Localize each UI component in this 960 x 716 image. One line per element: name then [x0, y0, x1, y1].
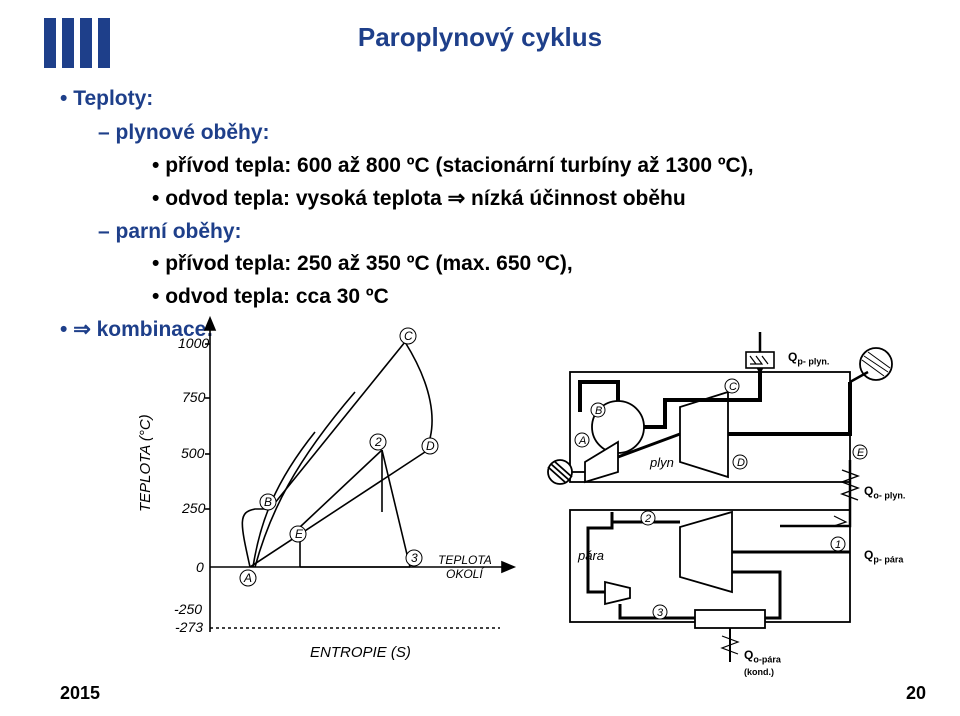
- schematic: A B C D E plyn: [548, 332, 892, 662]
- svg-text:C: C: [404, 329, 413, 343]
- svg-text:500: 500: [181, 445, 205, 461]
- svg-text:TEPLOTA (°C): TEPLOTA (°C): [137, 414, 154, 512]
- svg-text:TEPLOTA: TEPLOTA: [438, 553, 492, 567]
- bullet-parni: parní oběhy:: [98, 217, 900, 247]
- svg-text:3: 3: [411, 551, 418, 565]
- svg-text:B: B: [264, 495, 272, 509]
- svg-text:-250: -250: [174, 601, 202, 617]
- svg-text:OKOLÍ: OKOLÍ: [446, 566, 484, 581]
- label-plyn: plyn: [649, 455, 674, 470]
- q-p-para: Qp- pára: [864, 548, 903, 564]
- x-axis-label: ENTROPIE (S): [310, 644, 411, 661]
- svg-text:2: 2: [374, 435, 382, 449]
- svg-text:750: 750: [182, 389, 206, 405]
- svg-text:-273: -273: [175, 619, 203, 635]
- bullet-plyn-odvod: odvod tepla: vysoká teplota ⇒ nízká účin…: [152, 183, 900, 214]
- svg-text:250: 250: [181, 500, 206, 516]
- bullet-plynove: plynové oběhy:: [98, 118, 900, 148]
- footer-page: 20: [906, 683, 926, 704]
- svg-text:C: C: [729, 381, 737, 393]
- bullet-content: Teploty: plynové oběhy: přívod tepla: 60…: [60, 84, 900, 350]
- svg-text:A: A: [243, 571, 252, 585]
- svg-text:E: E: [857, 447, 865, 459]
- combined-diagram: 1000 750 500 250 0 -250 -273 TEPLOTA (°C…: [120, 312, 920, 672]
- label-para: pára: [577, 548, 604, 563]
- svg-text:B: B: [595, 405, 602, 417]
- svg-text:2: 2: [644, 513, 651, 525]
- footer-year: 2015: [60, 683, 100, 704]
- svg-text:A: A: [578, 435, 586, 447]
- bullet-parni-privod: přívod tepla: 250 až 350 ºC (max. 650 ºC…: [152, 249, 900, 279]
- q-o-para: Qo-pára (kond.): [744, 648, 781, 678]
- bullet-plyn-privod: přívod tepla: 600 až 800 ºC (stacionární…: [152, 151, 900, 181]
- ts-diagram: 1000 750 500 250 0 -250 -273 TEPLOTA (°C…: [137, 318, 514, 661]
- bullet-parni-odvod: odvod tepla: cca 30 ºC: [152, 282, 900, 312]
- q-o-plyn: Qo- plyn.: [864, 484, 905, 500]
- svg-text:3: 3: [657, 607, 664, 619]
- svg-text:0: 0: [196, 559, 204, 575]
- bullet-teploty: Teploty:: [60, 84, 900, 114]
- svg-text:E: E: [295, 527, 304, 541]
- q-p-plyn: Qp- plyn.: [788, 350, 829, 366]
- svg-text:D: D: [426, 439, 435, 453]
- svg-text:1000: 1000: [178, 335, 209, 351]
- svg-text:1: 1: [835, 539, 841, 551]
- page-title: Paroplynový cyklus: [0, 22, 960, 53]
- svg-text:D: D: [737, 457, 745, 469]
